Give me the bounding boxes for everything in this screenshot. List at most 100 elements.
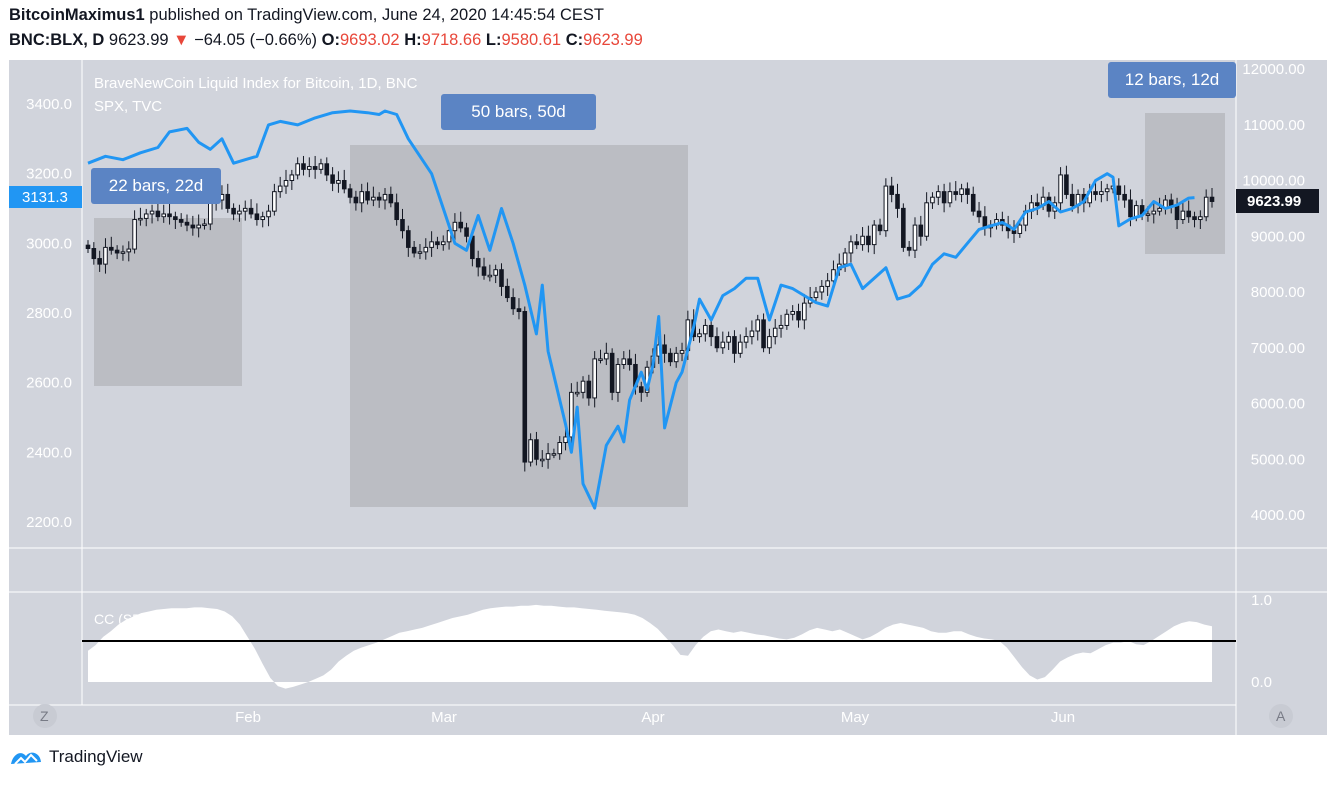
candle-body bbox=[976, 210, 982, 218]
candle-body bbox=[132, 219, 137, 250]
candle-body bbox=[755, 319, 761, 332]
candle-body bbox=[307, 166, 312, 170]
candle-body bbox=[440, 241, 446, 246]
candle-body bbox=[365, 191, 370, 201]
high-value: 9718.66 bbox=[421, 31, 482, 49]
time-axis-label: Jun bbox=[1051, 709, 1075, 726]
candle-body bbox=[254, 213, 260, 221]
left-axis: 3400.0 3200.0 3000.0 2800.0 2600.0 2400.0 2200… bbox=[26, 96, 72, 531]
right-axis-tick: 9000.00 bbox=[1251, 228, 1305, 245]
candle-body bbox=[260, 216, 266, 221]
overlay-label: SPX, TVC bbox=[94, 98, 162, 115]
candle-body bbox=[749, 330, 755, 338]
candle-body bbox=[842, 252, 848, 265]
candle-body bbox=[505, 285, 510, 299]
candle-body bbox=[336, 180, 341, 184]
cc-axis-tick: 1.0 bbox=[1251, 592, 1272, 609]
candle-body bbox=[481, 266, 487, 276]
candle-body bbox=[673, 352, 679, 363]
candle-body bbox=[248, 207, 254, 215]
candle-body bbox=[813, 291, 819, 299]
candle-body bbox=[114, 249, 120, 254]
candle-body bbox=[242, 207, 248, 212]
candle-body bbox=[330, 174, 335, 184]
date-range-box[interactable] bbox=[1145, 113, 1225, 254]
candle-body bbox=[854, 241, 860, 246]
candle-body bbox=[592, 358, 597, 399]
date-range-box[interactable] bbox=[94, 218, 242, 386]
candle-body bbox=[1034, 202, 1040, 207]
time-axis-label: Feb bbox=[235, 709, 261, 726]
candle-body bbox=[161, 213, 167, 218]
date-range-label: 22 bars, 22d bbox=[109, 176, 204, 195]
zoom-button[interactable] bbox=[33, 704, 57, 728]
candle-body bbox=[912, 224, 918, 251]
date-range-box[interactable] bbox=[350, 145, 688, 507]
left-axis-tick: 2600.0 bbox=[26, 375, 72, 392]
candle-body bbox=[621, 358, 627, 365]
candle-body bbox=[400, 219, 405, 232]
candle-body bbox=[1192, 216, 1197, 221]
right-axis-tick: 6000.00 bbox=[1251, 396, 1305, 413]
auto-scale-button[interactable] bbox=[1269, 704, 1293, 728]
candle-body bbox=[353, 196, 359, 204]
right-axis-tick: 12000.00 bbox=[1242, 61, 1305, 78]
candle-body bbox=[184, 221, 190, 226]
footer: TradingView bbox=[9, 746, 143, 768]
cc-area bbox=[88, 604, 1212, 689]
candle-body bbox=[196, 224, 201, 229]
spx-line bbox=[87, 109, 1195, 510]
candle-body bbox=[1128, 199, 1133, 218]
left-axis-tick: 2400.0 bbox=[26, 444, 72, 461]
candle-body bbox=[743, 336, 749, 343]
open-label: O: bbox=[321, 31, 340, 49]
candle-body bbox=[726, 336, 731, 343]
candle-body bbox=[866, 235, 871, 246]
candle-body bbox=[376, 196, 382, 201]
candle-body bbox=[901, 207, 906, 248]
cc-label: CC (SPX, TVC, 20) bbox=[94, 611, 214, 627]
candle-body bbox=[772, 327, 778, 338]
candle-body bbox=[528, 439, 533, 463]
chart-title: BraveNewCoin Liquid Index for Bitcoin, 1… bbox=[94, 75, 418, 92]
candle-body bbox=[539, 458, 545, 462]
candle-body bbox=[1122, 193, 1127, 201]
candle-body bbox=[143, 213, 149, 219]
open-value: 9693.02 bbox=[339, 31, 400, 49]
high-label: H: bbox=[404, 31, 422, 49]
candle-body bbox=[761, 319, 766, 349]
candle-body bbox=[464, 227, 469, 237]
right-axis-tick: 4000.00 bbox=[1251, 507, 1305, 524]
date-range-label-bg bbox=[91, 168, 221, 204]
publish-line: BitcoinMaximus1 published on TradingView… bbox=[9, 6, 604, 25]
candle-body bbox=[103, 246, 108, 265]
left-axis-tick: 3400.0 bbox=[26, 96, 72, 113]
candle-body bbox=[895, 193, 900, 209]
candle-body bbox=[446, 230, 452, 243]
auto-scale-button-label: A bbox=[1276, 708, 1286, 724]
candle-body bbox=[1209, 196, 1215, 202]
author-name[interactable]: BitcoinMaximus1 bbox=[9, 6, 145, 24]
low-label: L: bbox=[485, 31, 502, 49]
candle-body bbox=[551, 453, 557, 456]
candle-body bbox=[930, 196, 935, 204]
candle-body bbox=[190, 224, 196, 229]
candle-body bbox=[359, 191, 365, 204]
candle-body bbox=[848, 241, 854, 254]
candle-body bbox=[97, 258, 102, 265]
candle-body bbox=[301, 163, 306, 170]
candle-body bbox=[1180, 210, 1186, 221]
date-range-label: 50 bars, 50d bbox=[471, 102, 566, 121]
candle-body bbox=[452, 221, 458, 232]
candle-body bbox=[953, 191, 959, 195]
candle-body bbox=[860, 235, 865, 246]
date-range-label: 12 bars, 12d bbox=[1125, 70, 1220, 89]
left-axis-tick: 3000.0 bbox=[26, 235, 72, 252]
candle-body bbox=[877, 224, 883, 232]
candle-body bbox=[1133, 205, 1139, 218]
date-range-label-bg bbox=[1108, 62, 1236, 98]
candle-body bbox=[1168, 199, 1174, 207]
left-axis-tick: 2800.0 bbox=[26, 305, 72, 322]
box-labels: 22 bars, 22d 50 bars, 50d 12 bars, 12d bbox=[91, 62, 1236, 204]
